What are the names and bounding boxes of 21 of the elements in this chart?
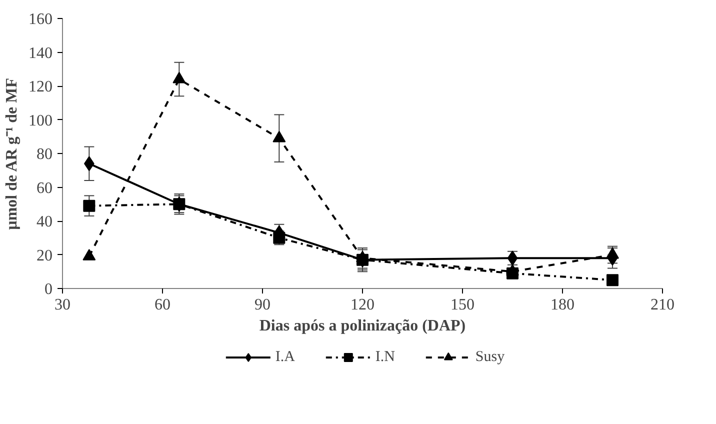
x-tick-label: 30 xyxy=(54,296,70,314)
legend-label: Susy xyxy=(475,348,505,366)
legend-label: I.A xyxy=(275,348,296,366)
y-tick-label: 20 xyxy=(36,247,52,264)
y-axis-title: µmol de AR g⁻¹ de MF xyxy=(4,78,20,230)
x-tick-label: 120 xyxy=(350,296,374,314)
y-tick-label: 80 xyxy=(36,146,52,163)
y-tick-label: 100 xyxy=(28,112,52,130)
x-tick-label: 210 xyxy=(650,296,674,314)
x-tick-label: 60 xyxy=(154,296,170,314)
x-tick-label: 180 xyxy=(550,296,574,314)
y-tick-label: 60 xyxy=(36,180,52,197)
y-tick-label: 160 xyxy=(28,11,52,28)
x-tick-label: 150 xyxy=(450,296,474,314)
y-tick-label: 140 xyxy=(28,44,52,62)
y-tick-label: 120 xyxy=(28,78,52,96)
y-tick-label: 40 xyxy=(36,214,52,230)
legend-label: I.N xyxy=(375,348,396,366)
x-axis-title: Dias após a polinização (DAP) xyxy=(259,318,466,334)
y-tick-label: 0 xyxy=(44,281,52,298)
x-tick-label: 90 xyxy=(254,296,270,314)
